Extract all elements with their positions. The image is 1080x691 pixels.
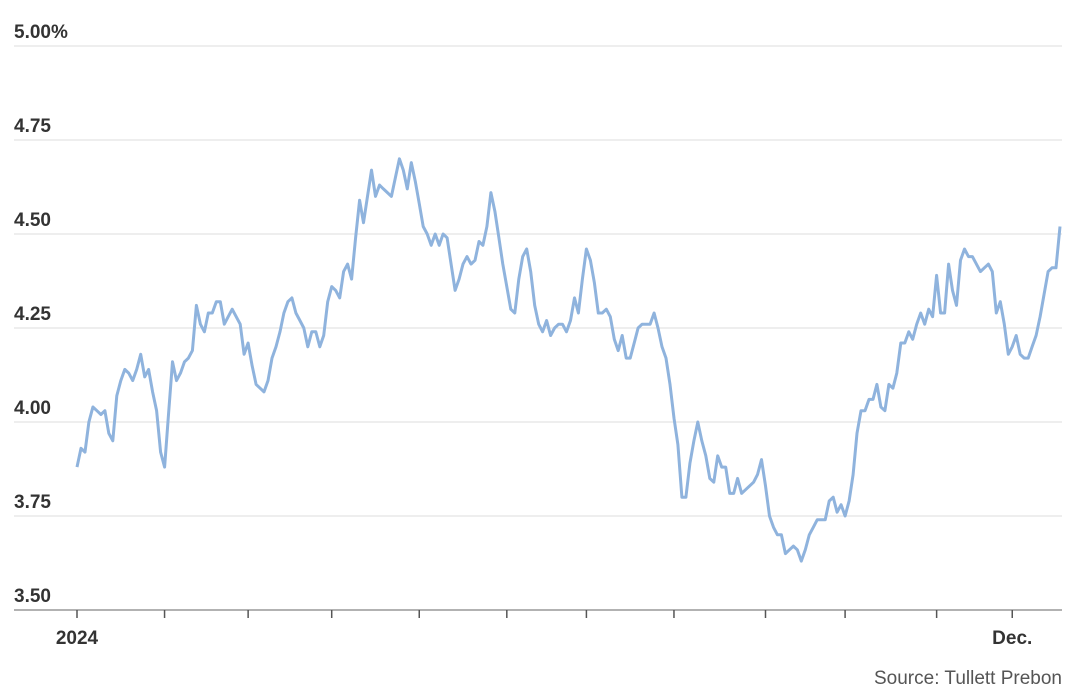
x-tick-label: 2024	[56, 628, 99, 649]
y-tick-label: 4.50	[14, 210, 51, 231]
y-tick-label: 4.75	[14, 116, 51, 137]
line-series	[75, 157, 1062, 563]
y-tick-label: 3.50	[14, 586, 51, 607]
y-tick-label: 4.00	[14, 398, 51, 419]
source-note: Source: Tullett Prebon	[874, 668, 1062, 689]
y-tick-label: 4.25	[14, 304, 51, 325]
x-tick-label: Dec.	[992, 628, 1032, 649]
y-tick-label: 5.00%	[14, 22, 68, 43]
y-tick-label: 3.75	[14, 492, 51, 513]
